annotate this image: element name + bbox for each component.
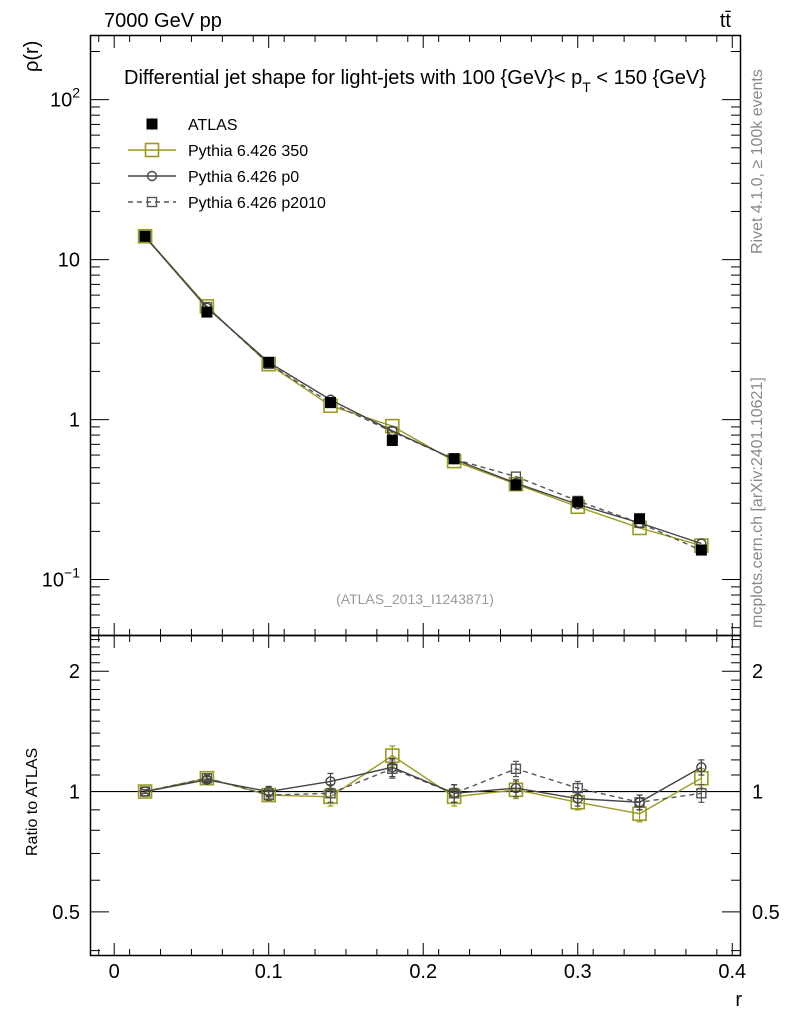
rivet-version-label: Rivet 4.1.0, ≥ 100k events	[749, 69, 766, 254]
legend-entry-atlas: ATLAS	[146, 117, 238, 134]
data-point-py350	[508, 476, 524, 492]
main-plot-series	[137, 228, 709, 556]
legend-label-py350: Pythia 6.426 350	[188, 143, 308, 160]
y-tick-label: 102	[50, 85, 80, 112]
ratio-point-p0	[325, 776, 336, 787]
ratio-y-tick-label-right: 2	[752, 661, 763, 683]
analysis-reference-label: (ATLAS_2013_I1243871)	[336, 591, 494, 607]
legend-marker-p0	[146, 170, 158, 182]
ratio-series-p0	[139, 757, 707, 811]
x-tick-label: 0.2	[409, 961, 437, 983]
ratio-point-p2010	[510, 763, 522, 775]
x-axis-label: r	[735, 989, 742, 1011]
x-tick-label: 0	[109, 961, 120, 983]
ratio-line-p2010	[144, 768, 702, 804]
ratio-y-tick-label: 0.5	[52, 902, 80, 924]
data-point-atlas	[386, 434, 398, 446]
ratio-y-tick-label-right: 0.5	[752, 902, 780, 924]
series-line-p0	[144, 236, 702, 545]
ratio-plot-series	[137, 745, 709, 823]
process-label: tt̄	[720, 10, 732, 32]
plot-title: Differential jet shape for light-jets wi…	[124, 67, 706, 95]
ratio-point-p0	[387, 762, 398, 773]
series-line-py350	[144, 235, 702, 547]
x-tick-label: 0.4	[718, 961, 746, 983]
ratio-plot-frame	[89, 634, 742, 957]
legend: ATLAS Pythia 6.426 350 Pythia 6.426 p0 Pyth…	[128, 117, 326, 212]
ratio-point-p0	[634, 797, 645, 808]
legend-label-atlas: ATLAS	[188, 117, 238, 134]
axis-ticks: 0 0.1 0.2 0.3 0.4 10−1 1 10 102 0.5 0.5 1 1 2 2	[42, 36, 780, 983]
energy-label: 7000 GeV pp	[104, 10, 222, 32]
y-axis-label: ρ(r)	[21, 41, 43, 72]
ratio-point-p2010	[696, 788, 707, 799]
ratio-series-py350	[137, 745, 709, 823]
legend-label-p2010: Pythia 6.426 p2010	[188, 195, 326, 212]
ratio-line-py350	[144, 754, 702, 815]
y-tick-label: 10	[58, 250, 80, 272]
series-p2010	[139, 231, 707, 556]
data-point-atlas	[634, 513, 646, 525]
data-point-atlas	[572, 496, 584, 508]
data-point-atlas	[510, 479, 522, 491]
data-point-atlas	[448, 453, 460, 465]
y-tick-label: 10−1	[42, 565, 80, 592]
ratio-point-p0	[448, 788, 460, 799]
data-point-atlas	[695, 544, 707, 556]
ratio-y-tick-label: 1	[69, 782, 80, 804]
ratio-point-p0	[572, 793, 583, 804]
ratio-line-p0	[144, 766, 702, 804]
mcplots-label: mcplots.cern.ch [arXiv:2401.10621]	[749, 377, 766, 628]
ratio-point-p0	[510, 782, 522, 794]
data-point-py350	[137, 228, 153, 244]
ratio-point-py350	[137, 784, 153, 799]
series-line-p2010	[144, 236, 702, 552]
legend-entry-p2010: Pythia 6.426 p2010	[128, 195, 326, 212]
legend-marker-p2010	[146, 196, 158, 208]
legend-entry-p0: Pythia 6.426 p0	[128, 169, 299, 186]
series-py350	[137, 228, 709, 553]
y-tick-label: 1	[69, 410, 80, 432]
x-tick-label: 0.3	[564, 961, 592, 983]
ratio-point-p0	[201, 774, 213, 786]
ratio-point-p0	[696, 762, 707, 773]
ratio-y-axis-label: Ratio to ATLAS	[24, 748, 41, 856]
ratio-point-p0	[263, 786, 274, 797]
ratio-point-p0	[139, 786, 151, 797]
series-p0	[139, 231, 707, 549]
legend-entry-py350: Pythia 6.426 350	[128, 142, 308, 160]
legend-marker-py350	[144, 142, 160, 158]
legend-marker-atlas	[146, 118, 158, 130]
data-point-atlas	[139, 230, 151, 242]
series-atlas	[139, 230, 707, 556]
data-point-atlas	[201, 306, 213, 318]
ratio-series-p2010	[139, 759, 707, 811]
x-tick-label: 0.1	[255, 961, 283, 983]
data-point-py350	[385, 418, 400, 434]
legend-label-p0: Pythia 6.426 p0	[188, 169, 299, 186]
ratio-y-tick-label: 2	[69, 661, 80, 683]
ratio-y-tick-label-right: 1	[752, 782, 763, 804]
data-point-atlas	[263, 356, 275, 368]
data-point-atlas	[325, 396, 337, 408]
